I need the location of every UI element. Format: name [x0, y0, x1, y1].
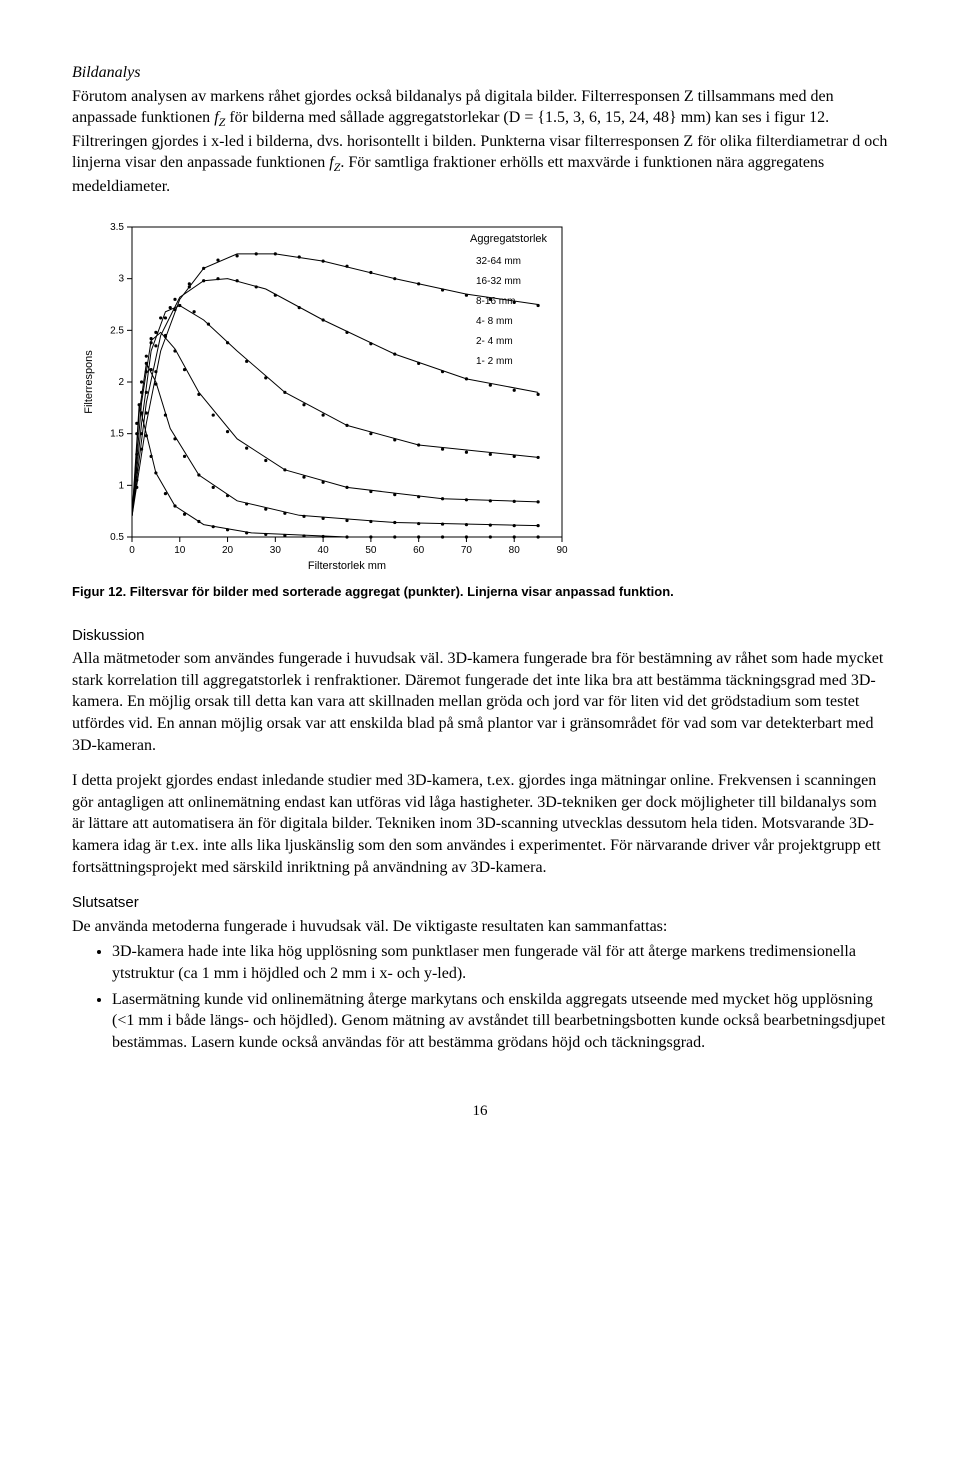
svg-text:1- 2 mm: 1- 2 mm — [476, 356, 513, 367]
svg-text:Filterrespons: Filterrespons — [83, 350, 95, 414]
heading-bildanalys: Bildanalys — [72, 62, 888, 84]
svg-text:0.5: 0.5 — [110, 532, 124, 543]
svg-text:2.5: 2.5 — [110, 325, 124, 336]
chart-svg: 0 10 20 30 40 50 60 70 80 90 0.5 1 1.5 2 2.5 3 3.5 Filter… — [72, 215, 592, 575]
diskussion-p2: I detta projekt gjordes endast inledande… — [72, 770, 888, 878]
bullet-item: Lasermätning kunde vid onlinemätning åte… — [112, 989, 888, 1054]
svg-text:32-64 mm: 32-64 mm — [476, 256, 521, 267]
heading-slutsatser-text: Slutsatser — [72, 894, 139, 911]
svg-text:70: 70 — [461, 545, 473, 556]
svg-text:8-16 mm: 8-16 mm — [476, 296, 515, 307]
bullet-item: 3D-kamera hade inte lika hög upplösning … — [112, 941, 888, 984]
slutsatser-bullets: 3D-kamera hade inte lika hög upplösning … — [72, 941, 888, 1053]
svg-text:20: 20 — [222, 545, 234, 556]
figure-caption: Figur 12. Filtersvar för bilder med sort… — [72, 583, 888, 601]
heading-diskussion: Diskussion — [72, 625, 888, 647]
svg-text:4- 8 mm: 4- 8 mm — [476, 316, 513, 327]
svg-text:3.5: 3.5 — [110, 222, 124, 233]
filter-response-chart: 0 10 20 30 40 50 60 70 80 90 0.5 1 1.5 2 2.5 3 3.5 Filter… — [72, 215, 592, 575]
svg-text:10: 10 — [174, 545, 186, 556]
svg-text:16-32 mm: 16-32 mm — [476, 276, 521, 287]
slutsatser-intro: De använda metoderna fungerade i huvudsa… — [72, 916, 888, 938]
svg-text:50: 50 — [365, 545, 377, 556]
svg-text:1.5: 1.5 — [110, 429, 124, 440]
svg-text:Aggregatstorlek: Aggregatstorlek — [470, 233, 548, 245]
svg-text:40: 40 — [318, 545, 330, 556]
svg-text:30: 30 — [270, 545, 282, 556]
svg-text:2- 4 mm: 2- 4 mm — [476, 336, 513, 347]
svg-text:3: 3 — [118, 274, 124, 285]
para1-fz: fZ — [214, 109, 225, 126]
svg-text:2: 2 — [118, 377, 124, 388]
svg-text:90: 90 — [556, 545, 568, 556]
diskussion-p1: Alla mätmetoder som användes fungerade i… — [72, 648, 888, 756]
bildanalys-paragraph: Förutom analysen av markens råhet gjorde… — [72, 86, 888, 198]
heading-bildanalys-text: Bildanalys — [72, 64, 140, 81]
svg-text:80: 80 — [509, 545, 521, 556]
heading-slutsatser: Slutsatser — [72, 892, 888, 914]
para1-fz2: fZ — [329, 154, 340, 171]
svg-text:Filterstorlek mm: Filterstorlek mm — [308, 560, 386, 572]
svg-text:1: 1 — [118, 480, 124, 491]
heading-diskussion-text: Diskussion — [72, 627, 145, 644]
page-number: 16 — [72, 1101, 888, 1121]
svg-text:0: 0 — [129, 545, 135, 556]
svg-text:60: 60 — [413, 545, 425, 556]
